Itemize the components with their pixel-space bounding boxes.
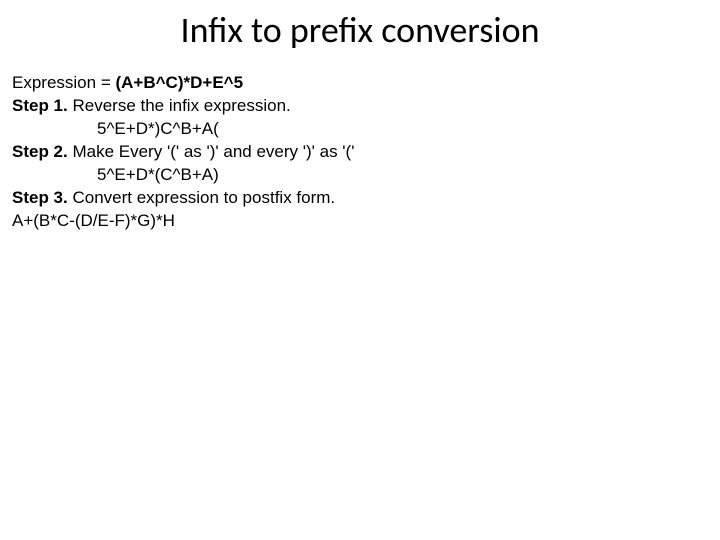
step1-line: Step 1. Reverse the infix expression. [12,95,720,118]
step3-text: Convert expression to postfix form. [68,188,335,207]
expression-label: Expression = [12,73,115,92]
step3-line: Step 3. Convert expression to postfix fo… [12,187,720,210]
step2-label: Step 2. [12,142,68,161]
step2-line: Step 2. Make Every '(' as ')' and every … [12,141,720,164]
step3-label: Step 3. [12,188,68,207]
step1-result: 5^E+D*)C^B+A( [12,118,720,141]
slide-title: Infix to prefix conversion [0,0,720,72]
step2-text: Make Every '(' as ')' and every ')' as '… [68,142,355,161]
step1-label: Step 1. [12,96,68,115]
step3-extra: A+(B*C-(D/E-F)*G)*H [12,210,720,233]
expression-value: (A+B^C)*D+E^5 [115,73,243,92]
expression-line: Expression = (A+B^C)*D+E^5 [12,72,720,95]
step1-text: Reverse the infix expression. [68,96,291,115]
slide-content: Expression = (A+B^C)*D+E^5 Step 1. Rever… [0,72,720,233]
step2-result: 5^E+D*(C^B+A) [12,164,720,187]
